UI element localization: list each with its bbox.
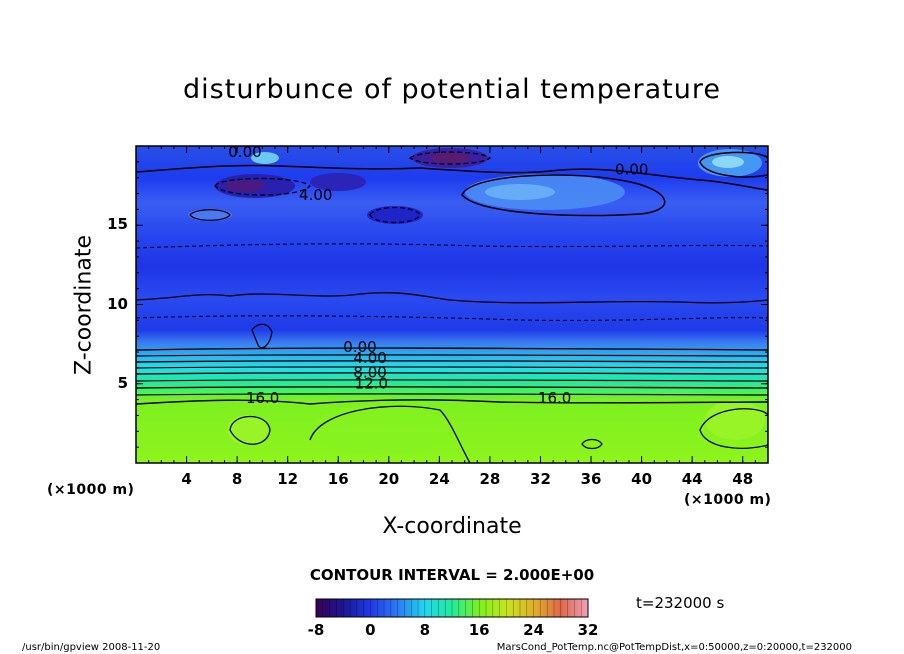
contour-line (581, 438, 603, 450)
colorbar-tick-label: 24 (523, 621, 545, 639)
x-tick-label: 4 (181, 470, 192, 488)
contour-line (229, 416, 271, 445)
colorbar-divisions (315, 599, 589, 617)
x-tick-label: 16 (327, 470, 349, 488)
footer-left: /usr/bin/gpview 2008-11-20 (22, 642, 161, 653)
contour-line (461, 174, 666, 217)
contour-line (136, 354, 768, 357)
contour-line (136, 372, 768, 375)
warm-patch-core (485, 184, 555, 200)
x-tick-label: 20 (378, 470, 400, 488)
y-tick-label: 15 (107, 215, 128, 234)
contour-label: 16.0 (246, 389, 279, 407)
contour-line (136, 386, 768, 389)
x-tick-label: 32 (530, 470, 551, 488)
contour-line (699, 151, 768, 178)
cool-patch (310, 405, 450, 455)
x-tick-label: 44 (681, 470, 703, 488)
contour-line (136, 315, 768, 321)
contour-line (251, 323, 273, 349)
x-tick-label: 40 (631, 470, 653, 488)
contour-interval-label: CONTOUR INTERVAL = 2.000E+00 (309, 566, 595, 584)
y-tick-label: 5 (117, 373, 128, 392)
colorbar-tick-label: 8 (419, 621, 431, 639)
contour-line (136, 360, 768, 363)
x-tick-label: 36 (580, 470, 602, 488)
contour-line (189, 209, 231, 221)
contour-line (136, 379, 768, 382)
colorbar-tick-label: 32 (577, 621, 599, 639)
colorbar-tick-label: 0 (365, 621, 376, 639)
contour-label: 12.0 (355, 375, 388, 393)
contour-label: 16.0 (538, 389, 571, 407)
time-label: t=232000 s (636, 594, 725, 612)
cold-patch (310, 173, 366, 191)
x-unit-right: (×1000 m) (684, 492, 772, 508)
x-tick-label: 24 (428, 470, 450, 488)
contour-lines (136, 151, 768, 463)
x-tick-label: 12 (277, 470, 299, 488)
y-tick-label: 10 (107, 294, 128, 313)
contour-label: 0.00 (615, 161, 648, 179)
footer-right: MarsCond_PotTemp.nc@PotTempDist,x=0:5000… (496, 642, 852, 653)
contour-line (136, 292, 768, 304)
contour-label: 8.00 (353, 363, 386, 381)
contour-line (409, 151, 491, 165)
warm-patch (251, 152, 279, 164)
tick-marks (136, 146, 768, 463)
cold-patch-core (225, 180, 265, 192)
y-axis-label: Z-coordinate (71, 235, 97, 375)
colorbar-tick-label: -8 (307, 621, 325, 639)
x-tick-label: 8 (231, 470, 243, 488)
warm-patch (188, 209, 232, 221)
contour-line (136, 347, 768, 351)
x-axis-label: X-coordinate (382, 514, 522, 539)
contour-line (309, 405, 471, 463)
contour-line (699, 408, 768, 449)
cold-patch-core (430, 153, 470, 163)
cool-patch (227, 415, 267, 445)
contour-line (214, 177, 311, 196)
x-unit-left: (×1000 m) (47, 482, 135, 498)
field-features (188, 148, 765, 455)
cool-patch (705, 400, 765, 440)
x-tick-label: 28 (479, 470, 501, 488)
contour-line (136, 164, 768, 191)
contour-label: 0.00 (343, 338, 376, 356)
contour-line (136, 399, 768, 405)
warm-patch-core (712, 156, 744, 168)
contour-line (136, 393, 768, 396)
contour-label: 4.00 (299, 186, 332, 204)
colorbar-tick-label: 16 (468, 621, 490, 639)
x-tick-label: 48 (732, 470, 754, 488)
field-background (136, 146, 768, 463)
cold-patch (367, 206, 423, 224)
chart-title: disturbunce of potential temperature (183, 74, 721, 105)
contour-line (136, 243, 768, 249)
contour-label: 4.00 (353, 349, 386, 367)
contour-line (136, 366, 768, 369)
